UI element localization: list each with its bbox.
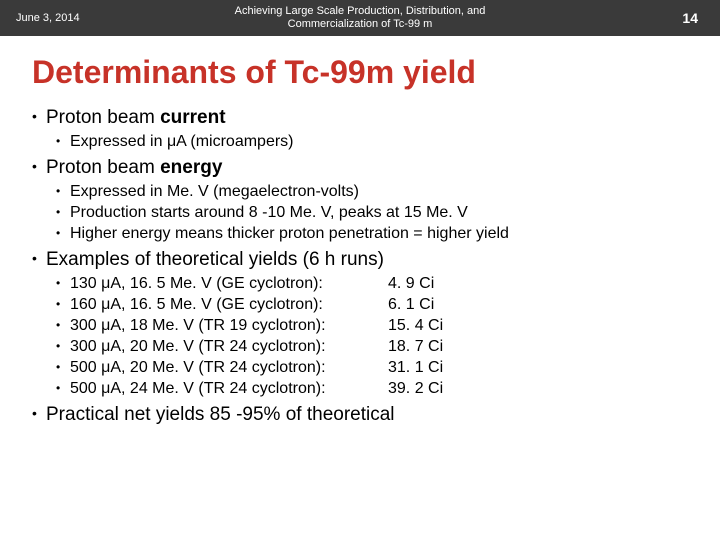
yield-value: 6. 1 Ci — [380, 296, 434, 314]
yield-row: 500 μA, 20 Me. V (TR 24 cyclotron): 31. … — [56, 359, 688, 377]
sub-bullet: Expressed in μA (microampers) — [56, 133, 688, 151]
yield-value: 39. 2 Ci — [380, 380, 443, 398]
header-bar: June 3, 2014 Achieving Large Scale Produ… — [0, 0, 720, 36]
yield-row: 160 μA, 16. 5 Me. V (GE cyclotron): 6. 1… — [56, 296, 688, 314]
header-title: Achieving Large Scale Production, Distri… — [235, 5, 486, 31]
yield-row: 130 μA, 16. 5 Me. V (GE cyclotron): 4. 9… — [56, 275, 688, 293]
slide-title: Determinants of Tc-99m yield — [32, 54, 688, 91]
sub-bullet: Production starts around 8 -10 Me. V, pe… — [56, 204, 688, 222]
yield-row: 500 μA, 24 Me. V (TR 24 cyclotron): 39. … — [56, 380, 688, 398]
bullet-text-bold: energy — [160, 157, 222, 178]
bullet-text-prefix: Proton beam — [46, 157, 160, 178]
bullet-proton-current: Proton beam current — [32, 107, 688, 129]
yield-label: 160 μA, 16. 5 Me. V (GE cyclotron): — [70, 296, 380, 314]
yield-value: 31. 1 Ci — [380, 359, 443, 377]
yield-label: 130 μA, 16. 5 Me. V (GE cyclotron): — [70, 275, 380, 293]
header-date: June 3, 2014 — [16, 12, 80, 24]
sub-bullet: Higher energy means thicker proton penet… — [56, 225, 688, 243]
bullet-proton-energy: Proton beam energy — [32, 157, 688, 179]
bullet-practical: Practical net yields 85 -95% of theoreti… — [32, 404, 688, 426]
bullet-text-bold: current — [160, 107, 225, 128]
yield-label: 300 μA, 18 Me. V (TR 19 cyclotron): — [70, 317, 380, 335]
sub-bullet: Expressed in Me. V (megaelectron-volts) — [56, 183, 688, 201]
yield-value: 15. 4 Ci — [380, 317, 443, 335]
yield-label: 300 μA, 20 Me. V (TR 24 cyclotron): — [70, 338, 380, 356]
yield-row: 300 μA, 20 Me. V (TR 24 cyclotron): 18. … — [56, 338, 688, 356]
yield-value: 4. 9 Ci — [380, 275, 434, 293]
yield-label: 500 μA, 24 Me. V (TR 24 cyclotron): — [70, 380, 380, 398]
header-page-number: 14 — [682, 10, 698, 26]
yield-label: 500 μA, 20 Me. V (TR 24 cyclotron): — [70, 359, 380, 377]
yield-row: 300 μA, 18 Me. V (TR 19 cyclotron): 15. … — [56, 317, 688, 335]
bullet-examples: Examples of theoretical yields (6 h runs… — [32, 249, 688, 271]
slide-content: Determinants of Tc-99m yield Proton beam… — [0, 36, 720, 426]
bullet-text-prefix: Proton beam — [46, 107, 160, 128]
yield-value: 18. 7 Ci — [380, 338, 443, 356]
